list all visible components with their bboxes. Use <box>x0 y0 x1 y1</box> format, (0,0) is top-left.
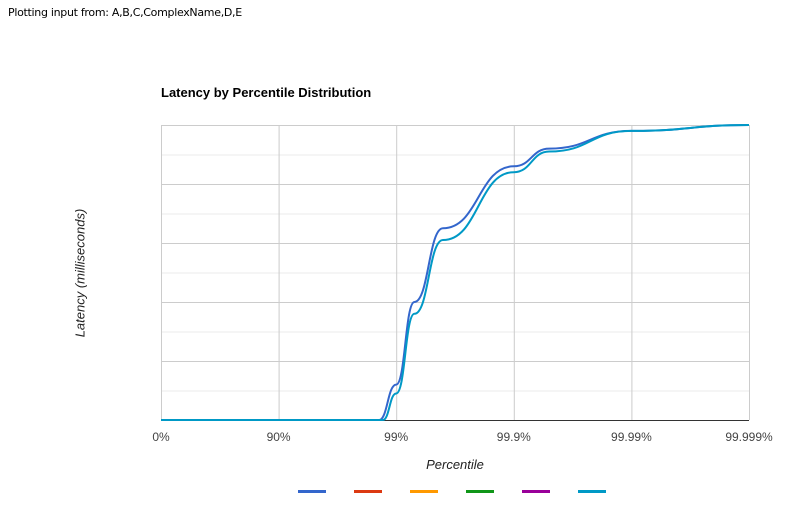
chart-title: Latency by Percentile Distribution <box>161 85 372 100</box>
x-axis-label: Percentile <box>426 457 484 472</box>
legend <box>298 490 634 498</box>
legend-item-c[interactable] <box>410 490 466 498</box>
legend-swatch <box>410 490 438 493</box>
legend-swatch <box>354 490 382 493</box>
legend-item-d[interactable] <box>522 490 578 498</box>
legend-item-b[interactable] <box>354 490 410 498</box>
x-tick-label: 99.99% <box>611 430 652 444</box>
x-tick-label: 99% <box>384 430 409 444</box>
legend-item-e[interactable] <box>578 490 634 498</box>
x-tick-label: 90% <box>266 430 291 444</box>
plotting-input-header: Plotting input from: A,B,C,ComplexName,D… <box>8 6 242 19</box>
legend-swatch <box>578 490 606 493</box>
x-tick-label: 0% <box>152 430 170 444</box>
legend-item-a[interactable] <box>298 490 354 498</box>
legend-swatch <box>298 490 326 493</box>
series-lines <box>160 124 750 422</box>
series-line-e <box>160 124 750 422</box>
legend-swatch <box>466 490 494 493</box>
legend-item-complexname[interactable] <box>466 490 522 498</box>
x-tick-label: 99.999% <box>725 430 773 444</box>
legend-swatch <box>522 490 550 493</box>
grid-lines <box>161 125 750 421</box>
x-tick-label: 99.9% <box>496 430 531 444</box>
